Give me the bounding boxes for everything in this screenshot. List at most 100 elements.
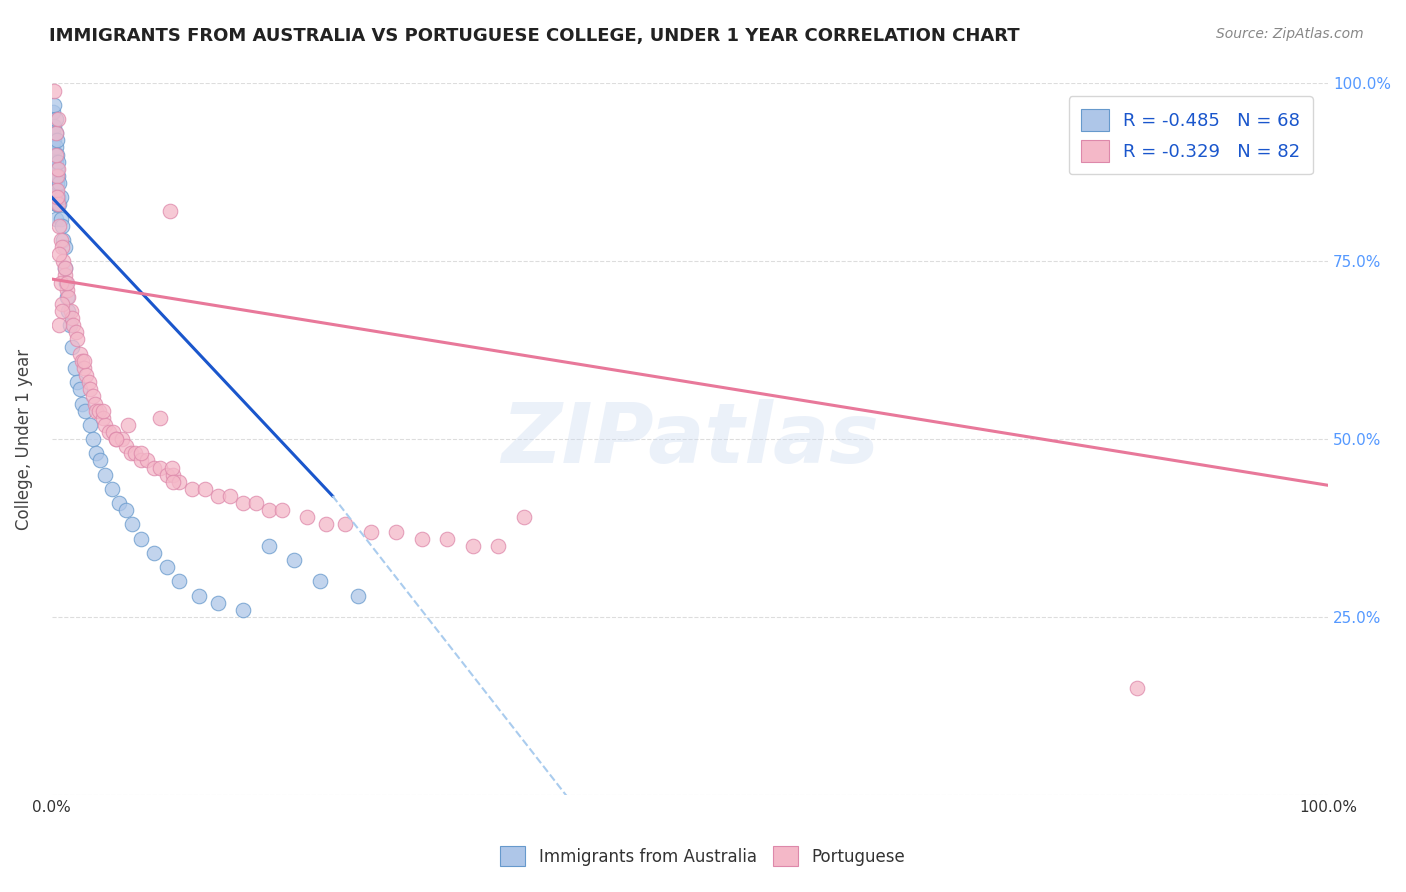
Point — [49, 276, 72, 290]
Point — [42, 169, 65, 183]
Point — [295, 510, 318, 524]
Point — [120, 446, 142, 460]
Point — [51, 240, 73, 254]
Point — [60, 311, 83, 326]
Point — [45, 154, 67, 169]
Point — [59, 304, 82, 318]
Point — [257, 503, 280, 517]
Point — [488, 539, 510, 553]
Point — [48, 247, 70, 261]
Point — [315, 517, 337, 532]
Point — [136, 453, 159, 467]
Point — [55, 276, 77, 290]
Point — [42, 140, 65, 154]
Point — [436, 532, 458, 546]
Point — [45, 147, 67, 161]
Point — [48, 176, 70, 190]
Point — [42, 126, 65, 140]
Point — [219, 489, 242, 503]
Point — [104, 432, 127, 446]
Point — [162, 467, 184, 482]
Point — [89, 453, 111, 467]
Point — [87, 403, 110, 417]
Point — [461, 539, 484, 553]
Point — [45, 126, 67, 140]
Point — [62, 318, 84, 333]
Point — [169, 475, 191, 489]
Point — [98, 425, 121, 439]
Point — [86, 403, 108, 417]
Point — [207, 489, 229, 503]
Point — [52, 254, 75, 268]
Point — [46, 169, 69, 183]
Point — [232, 603, 254, 617]
Point — [94, 467, 117, 482]
Point — [45, 161, 67, 176]
Point — [169, 574, 191, 589]
Point — [207, 596, 229, 610]
Point — [58, 304, 80, 318]
Point — [45, 190, 67, 204]
Point — [53, 268, 76, 283]
Point — [121, 517, 143, 532]
Point — [1125, 681, 1147, 695]
Point — [232, 496, 254, 510]
Point — [53, 261, 76, 276]
Point — [104, 432, 127, 446]
Point — [46, 161, 69, 176]
Point — [56, 283, 79, 297]
Point — [79, 382, 101, 396]
Point — [124, 446, 146, 460]
Point — [142, 460, 165, 475]
Point — [63, 360, 86, 375]
Point — [49, 211, 72, 226]
Point — [73, 354, 96, 368]
Point — [82, 432, 104, 446]
Point — [187, 589, 209, 603]
Point — [45, 169, 67, 183]
Point — [45, 169, 67, 183]
Point — [142, 546, 165, 560]
Point — [513, 510, 536, 524]
Point — [66, 375, 89, 389]
Point — [360, 524, 382, 539]
Point — [194, 482, 217, 496]
Point — [45, 140, 67, 154]
Point — [51, 219, 73, 233]
Point — [51, 297, 73, 311]
Point — [45, 112, 67, 126]
Point — [111, 432, 134, 446]
Point — [48, 318, 70, 333]
Point — [129, 453, 152, 467]
Point — [84, 396, 107, 410]
Point — [44, 169, 66, 183]
Point — [156, 560, 179, 574]
Point — [181, 482, 204, 496]
Point — [411, 532, 433, 546]
Point — [335, 517, 357, 532]
Point — [159, 204, 181, 219]
Point — [86, 446, 108, 460]
Point — [42, 104, 65, 119]
Point — [69, 382, 91, 396]
Point — [52, 233, 75, 247]
Point — [45, 176, 67, 190]
Point — [77, 375, 100, 389]
Point — [45, 183, 67, 197]
Point — [149, 460, 172, 475]
Point — [46, 154, 69, 169]
Point — [48, 219, 70, 233]
Point — [117, 417, 139, 432]
Point — [44, 176, 66, 190]
Point — [91, 410, 114, 425]
Text: ZIPatlas: ZIPatlas — [501, 399, 879, 480]
Point — [45, 126, 67, 140]
Point — [44, 84, 66, 98]
Point — [42, 154, 65, 169]
Point — [257, 539, 280, 553]
Point — [56, 276, 79, 290]
Point — [53, 261, 76, 276]
Text: IMMIGRANTS FROM AUSTRALIA VS PORTUGUESE COLLEGE, UNDER 1 YEAR CORRELATION CHART: IMMIGRANTS FROM AUSTRALIA VS PORTUGUESE … — [49, 27, 1019, 45]
Point — [100, 482, 122, 496]
Point — [45, 133, 67, 147]
